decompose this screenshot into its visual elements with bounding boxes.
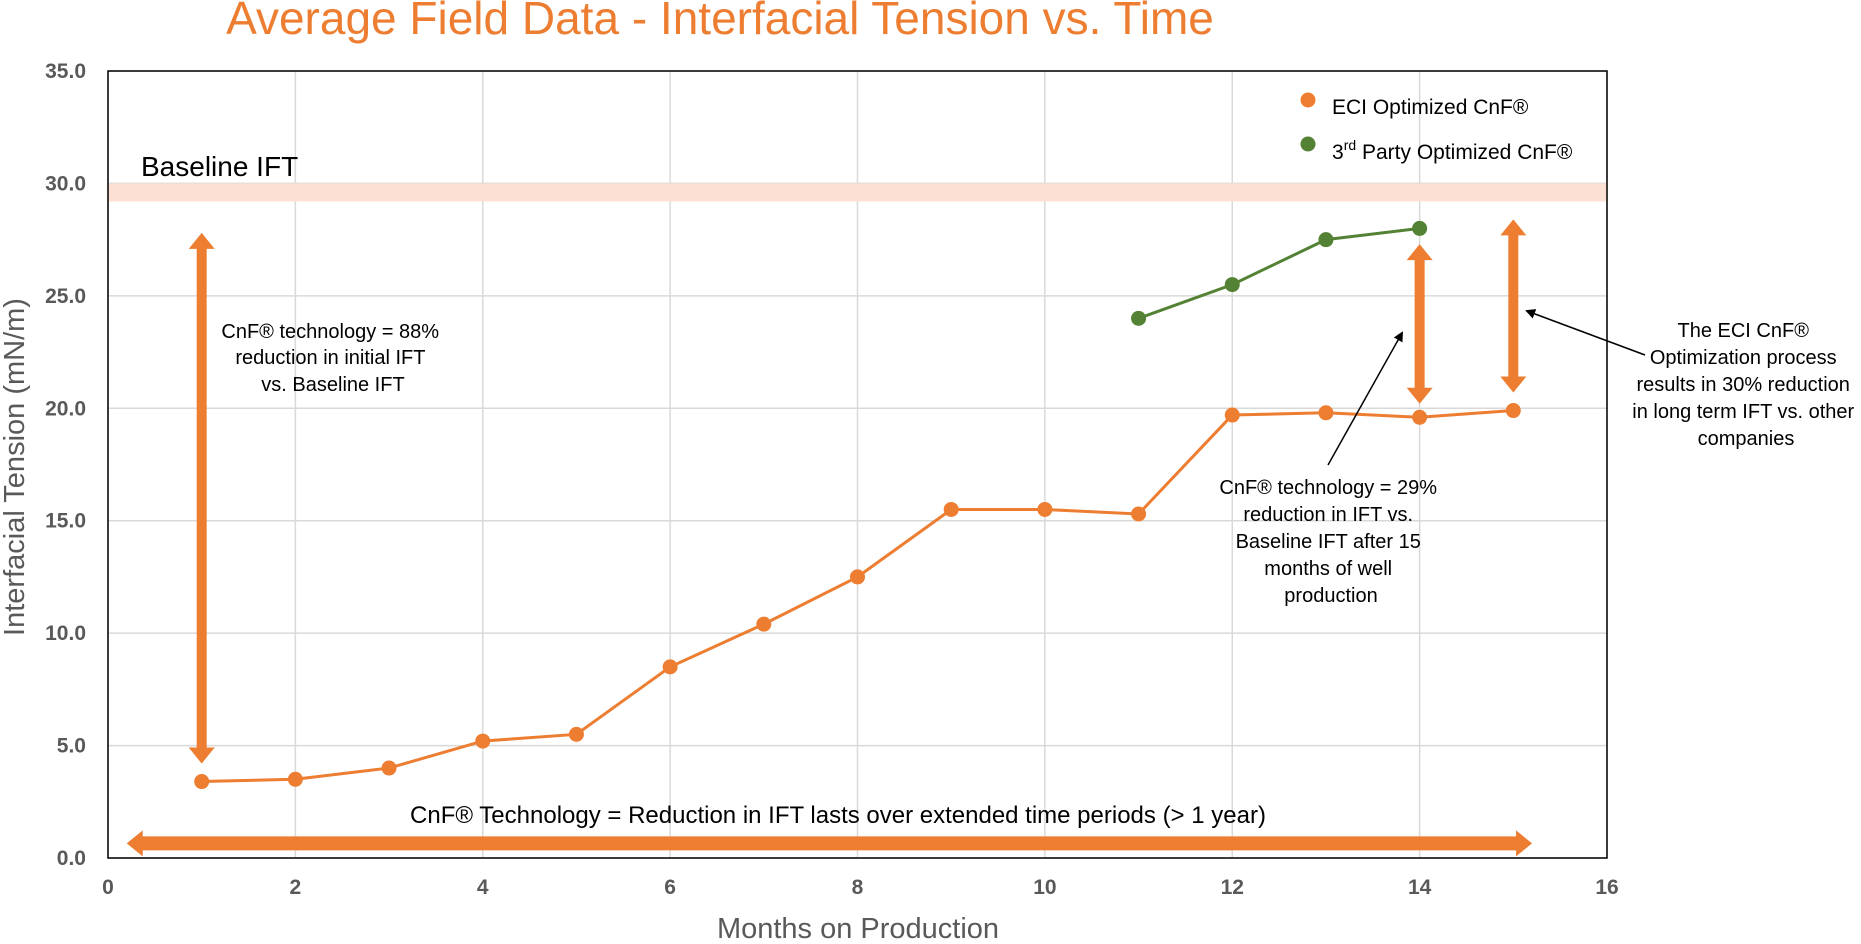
annotation-initial-line-2: reduction in initial IFT bbox=[235, 347, 425, 369]
grid bbox=[107, 70, 1608, 859]
y-tick-label: 0.0 bbox=[57, 847, 86, 870]
annotation-initial: CnF® technology = 88% reduction in initi… bbox=[221, 321, 444, 396]
initial-reduction-arrow bbox=[188, 232, 215, 764]
series-0-point bbox=[568, 726, 584, 742]
y-tick-labels: 0.0 5.0 10.0 15.0 20.0 25.0 30.0 35.0 bbox=[45, 60, 86, 870]
series-1-point bbox=[1412, 220, 1428, 236]
series-1-point bbox=[1224, 277, 1240, 293]
pointer-arrow-long-term bbox=[1525, 309, 1646, 356]
y-tick-label: 5.0 bbox=[57, 735, 86, 758]
chart-title: Average Field Data - Interfacial Tension… bbox=[226, 0, 1214, 44]
series-0-point bbox=[475, 733, 491, 749]
x-tick-label: 4 bbox=[477, 876, 489, 899]
annotation-long-term: The ECI CnF® Optimization process result… bbox=[1632, 320, 1860, 450]
annotation-longterm-line-5: companies bbox=[1698, 428, 1795, 450]
x-tick-label: 12 bbox=[1221, 876, 1244, 899]
legend-marker-third-party bbox=[1300, 136, 1316, 152]
series-0-point bbox=[943, 501, 959, 517]
y-axis-title: Interfacial Tension (mN/m) bbox=[0, 298, 31, 636]
annotation-after15-line-2: reduction in IFT vs. bbox=[1243, 504, 1413, 526]
pointer-arrow-after-15 bbox=[1327, 331, 1403, 466]
month-15-reduction-arrow bbox=[1500, 219, 1527, 393]
annotation-longterm-line-1: The ECI CnF® bbox=[1678, 320, 1810, 342]
series-0-point bbox=[850, 569, 865, 585]
annotation-initial-line-1: CnF® technology = 88% bbox=[221, 321, 439, 343]
series-0-point bbox=[1505, 403, 1521, 419]
series-0-point bbox=[287, 771, 303, 787]
series-1-point bbox=[1131, 310, 1147, 326]
annotation-after15-line-1: CnF® technology = 29% bbox=[1219, 477, 1437, 499]
series-0-point bbox=[1131, 506, 1147, 522]
series-0-point bbox=[194, 774, 210, 790]
legend: ECI Optimized CnF® 3rd Party Optimized C… bbox=[1300, 92, 1573, 164]
baseline-label: Baseline IFT bbox=[141, 151, 298, 182]
plot-frame bbox=[107, 70, 1608, 859]
series-line-1 bbox=[1138, 226, 1420, 320]
legend-label-third-party: 3rd Party Optimized CnF® bbox=[1332, 137, 1573, 164]
annotation-bottom: CnF® Technology = Reduction in IFT lasts… bbox=[410, 802, 1266, 829]
annotation-after-15-months: CnF® technology = 29% reduction in IFT v… bbox=[1219, 477, 1442, 607]
series-0-point bbox=[756, 616, 772, 632]
series-1-point bbox=[1318, 232, 1334, 248]
annotation-longterm-line-2: Optimization process bbox=[1650, 347, 1837, 369]
x-axis-title: Months on Production bbox=[717, 913, 999, 944]
orange-arrows bbox=[126, 219, 1533, 857]
series-layer bbox=[194, 220, 1521, 790]
legend-label-third-party-suffix: Party Optimized CnF® bbox=[1356, 141, 1573, 164]
annotation-after15-line-3: Baseline IFT after 15 bbox=[1236, 531, 1421, 553]
x-tick-labels: 0 2 4 6 8 10 12 14 16 bbox=[102, 876, 1619, 899]
y-tick-label: 25.0 bbox=[45, 285, 86, 308]
duration-arrow bbox=[126, 830, 1533, 857]
annotation-longterm-line-4: in long term IFT vs. other bbox=[1632, 401, 1854, 423]
month-14-reduction-arrow bbox=[1406, 244, 1433, 404]
legend-marker-eci bbox=[1300, 92, 1316, 108]
series-0-point bbox=[1037, 501, 1053, 517]
series-0-point bbox=[381, 760, 397, 776]
y-tick-label: 20.0 bbox=[45, 397, 86, 420]
y-tick-label: 35.0 bbox=[45, 60, 86, 83]
annotation-after15-line-4: months of well bbox=[1264, 558, 1392, 580]
annotation-after15-line-5: production bbox=[1284, 585, 1377, 607]
annotation-initial-line-3: vs. Baseline IFT bbox=[261, 374, 404, 396]
series-0-point bbox=[662, 659, 678, 675]
annotation-longterm-line-3: results in 30% reduction bbox=[1636, 374, 1849, 396]
legend-label-third-party-prefix: 3 bbox=[1332, 141, 1344, 164]
baseline-band bbox=[108, 183, 1607, 202]
series-0-point bbox=[1318, 405, 1334, 421]
x-tick-label: 14 bbox=[1408, 876, 1432, 899]
y-tick-label: 15.0 bbox=[45, 510, 86, 533]
series-0-point bbox=[1412, 409, 1428, 425]
x-tick-label: 2 bbox=[290, 876, 302, 899]
x-tick-label: 0 bbox=[102, 876, 114, 899]
legend-label-third-party-superscript: rd bbox=[1344, 137, 1356, 153]
y-tick-label: 30.0 bbox=[45, 172, 86, 195]
y-tick-label: 10.0 bbox=[45, 622, 86, 645]
x-tick-label: 10 bbox=[1033, 876, 1056, 899]
series-0-point bbox=[1224, 407, 1240, 423]
x-tick-label: 16 bbox=[1595, 876, 1618, 899]
x-tick-label: 6 bbox=[664, 876, 676, 899]
legend-label-eci: ECI Optimized CnF® bbox=[1332, 96, 1529, 119]
x-tick-label: 8 bbox=[852, 876, 864, 899]
